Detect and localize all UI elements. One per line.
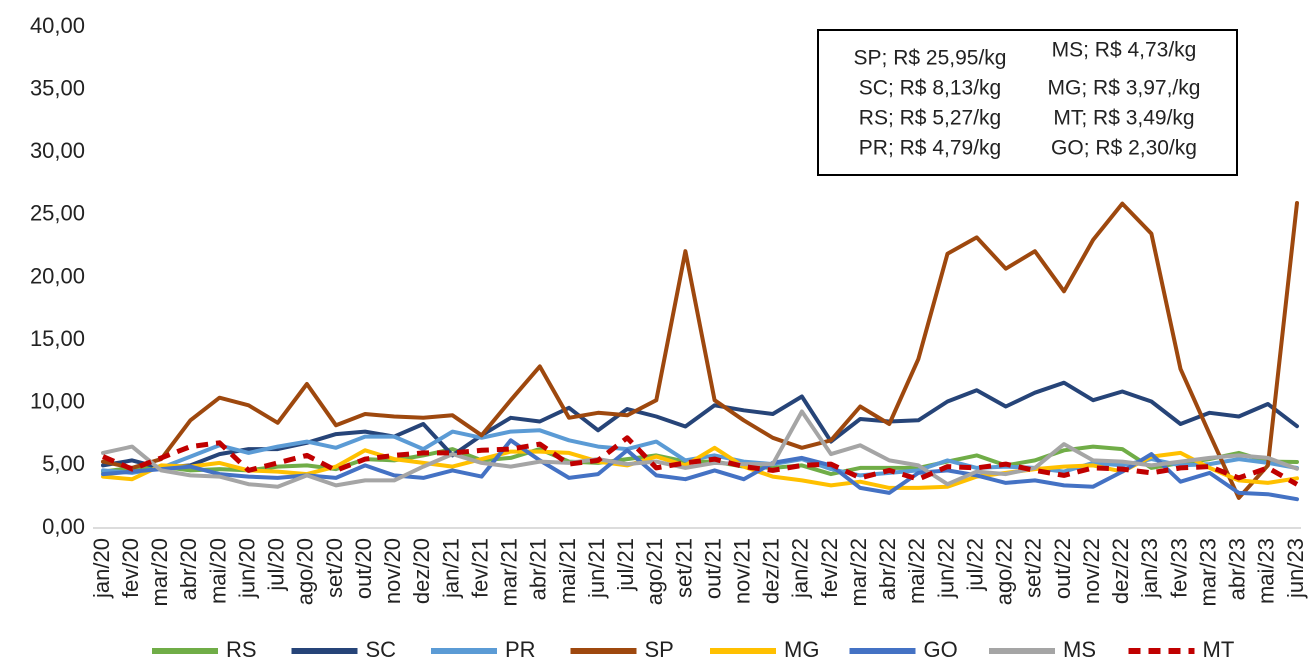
x-tick-label: nov/21 [729,538,754,604]
x-tick-label: jan/23 [1137,538,1162,599]
x-tick-label: ago/21 [642,538,667,605]
y-tick-label: 30,00 [30,138,85,163]
annotation: SP; R$ 25,95/kg [854,47,1007,70]
x-tick-label: ago/22 [992,538,1017,605]
legend-label: RS [226,637,257,662]
x-tick-label: out/22 [1050,538,1075,599]
y-tick-label: 10,00 [30,389,85,414]
x-tick-label: jun/22 [933,538,958,599]
y-tick-label: 40,00 [30,13,85,38]
x-tick-label: abr/22 [875,538,900,600]
legend-label: MT [1203,637,1235,662]
x-tick-label: fev/20 [118,538,143,598]
legend-label: SP [645,637,674,662]
x-tick-label: set/20 [322,538,347,598]
x-tick-label: mai/21 [555,538,580,604]
legend-label: MG [784,637,819,662]
x-tick-label: nov/22 [1079,538,1104,604]
x-tick-label: set/21 [671,538,696,598]
x-tick-label: abr/21 [526,538,551,600]
x-tick-label: jan/20 [89,538,114,599]
x-tick-label: mai/23 [1254,538,1279,604]
x-tick-label: jul/22 [962,538,987,592]
legend-label: GO [924,637,958,662]
x-tick-label: out/21 [700,538,725,599]
y-tick-label: 5,00 [42,451,85,476]
annotation: GO; R$ 2,30/kg [1051,137,1197,160]
x-tick-label: mar/20 [147,538,172,606]
x-tick-label: fev/22 [817,538,842,598]
x-tick-label: jul/20 [264,538,289,592]
annotation: MS; R$ 4,73/kg [1052,39,1197,62]
annotation: MG; R$ 3,97,/kg [1048,77,1201,100]
annotation-box [817,29,1238,176]
x-tick-label: dez/20 [409,538,434,604]
annotation: MT; R$ 3,49/kg [1053,107,1194,130]
legend-label: MS [1063,637,1096,662]
annotation: RS; R$ 5,27/kg [859,107,1001,130]
series-line [101,409,1299,489]
legend-label: SC [366,637,397,662]
x-tick-label: jan/22 [788,538,813,599]
series-line [102,435,1299,487]
x-tick-label: out/20 [351,538,376,599]
x-tick-label: jan/21 [438,538,463,599]
y-tick-label: 0,00 [42,514,85,539]
x-tick-label: abr/23 [1225,538,1250,600]
annotation: SC; R$ 8,13/kg [859,77,1001,100]
x-tick-label: mar/21 [497,538,522,606]
x-tick-label: dez/21 [759,538,784,604]
series-line [101,201,1299,500]
x-tick-label: nov/20 [380,538,405,604]
annotation: PR; R$ 4,79/kg [859,137,1001,160]
x-tick-label: jun/23 [1283,538,1308,599]
x-tick-label: set/22 [1021,538,1046,598]
x-tick-label: fev/23 [1166,538,1191,598]
y-tick-label: 35,00 [30,75,85,100]
x-tick-label: jun/20 [234,538,259,599]
x-tick-label: mar/22 [846,538,871,606]
x-tick-label: mar/23 [1195,538,1220,606]
x-tick-label: jul/21 [613,538,638,592]
y-tick-label: 20,00 [30,263,85,288]
x-tick-label: ago/20 [293,538,318,605]
x-tick-label: dez/22 [1108,538,1133,604]
y-tick-label: 25,00 [30,201,85,226]
legend-label: PR [505,637,536,662]
x-tick-label: abr/20 [176,538,201,600]
y-tick-label: 15,00 [30,326,85,351]
x-tick-label: mai/22 [904,538,929,604]
x-tick-label: mai/20 [205,538,230,604]
x-tick-label: jun/21 [584,538,609,599]
x-tick-label: fev/21 [467,538,492,598]
